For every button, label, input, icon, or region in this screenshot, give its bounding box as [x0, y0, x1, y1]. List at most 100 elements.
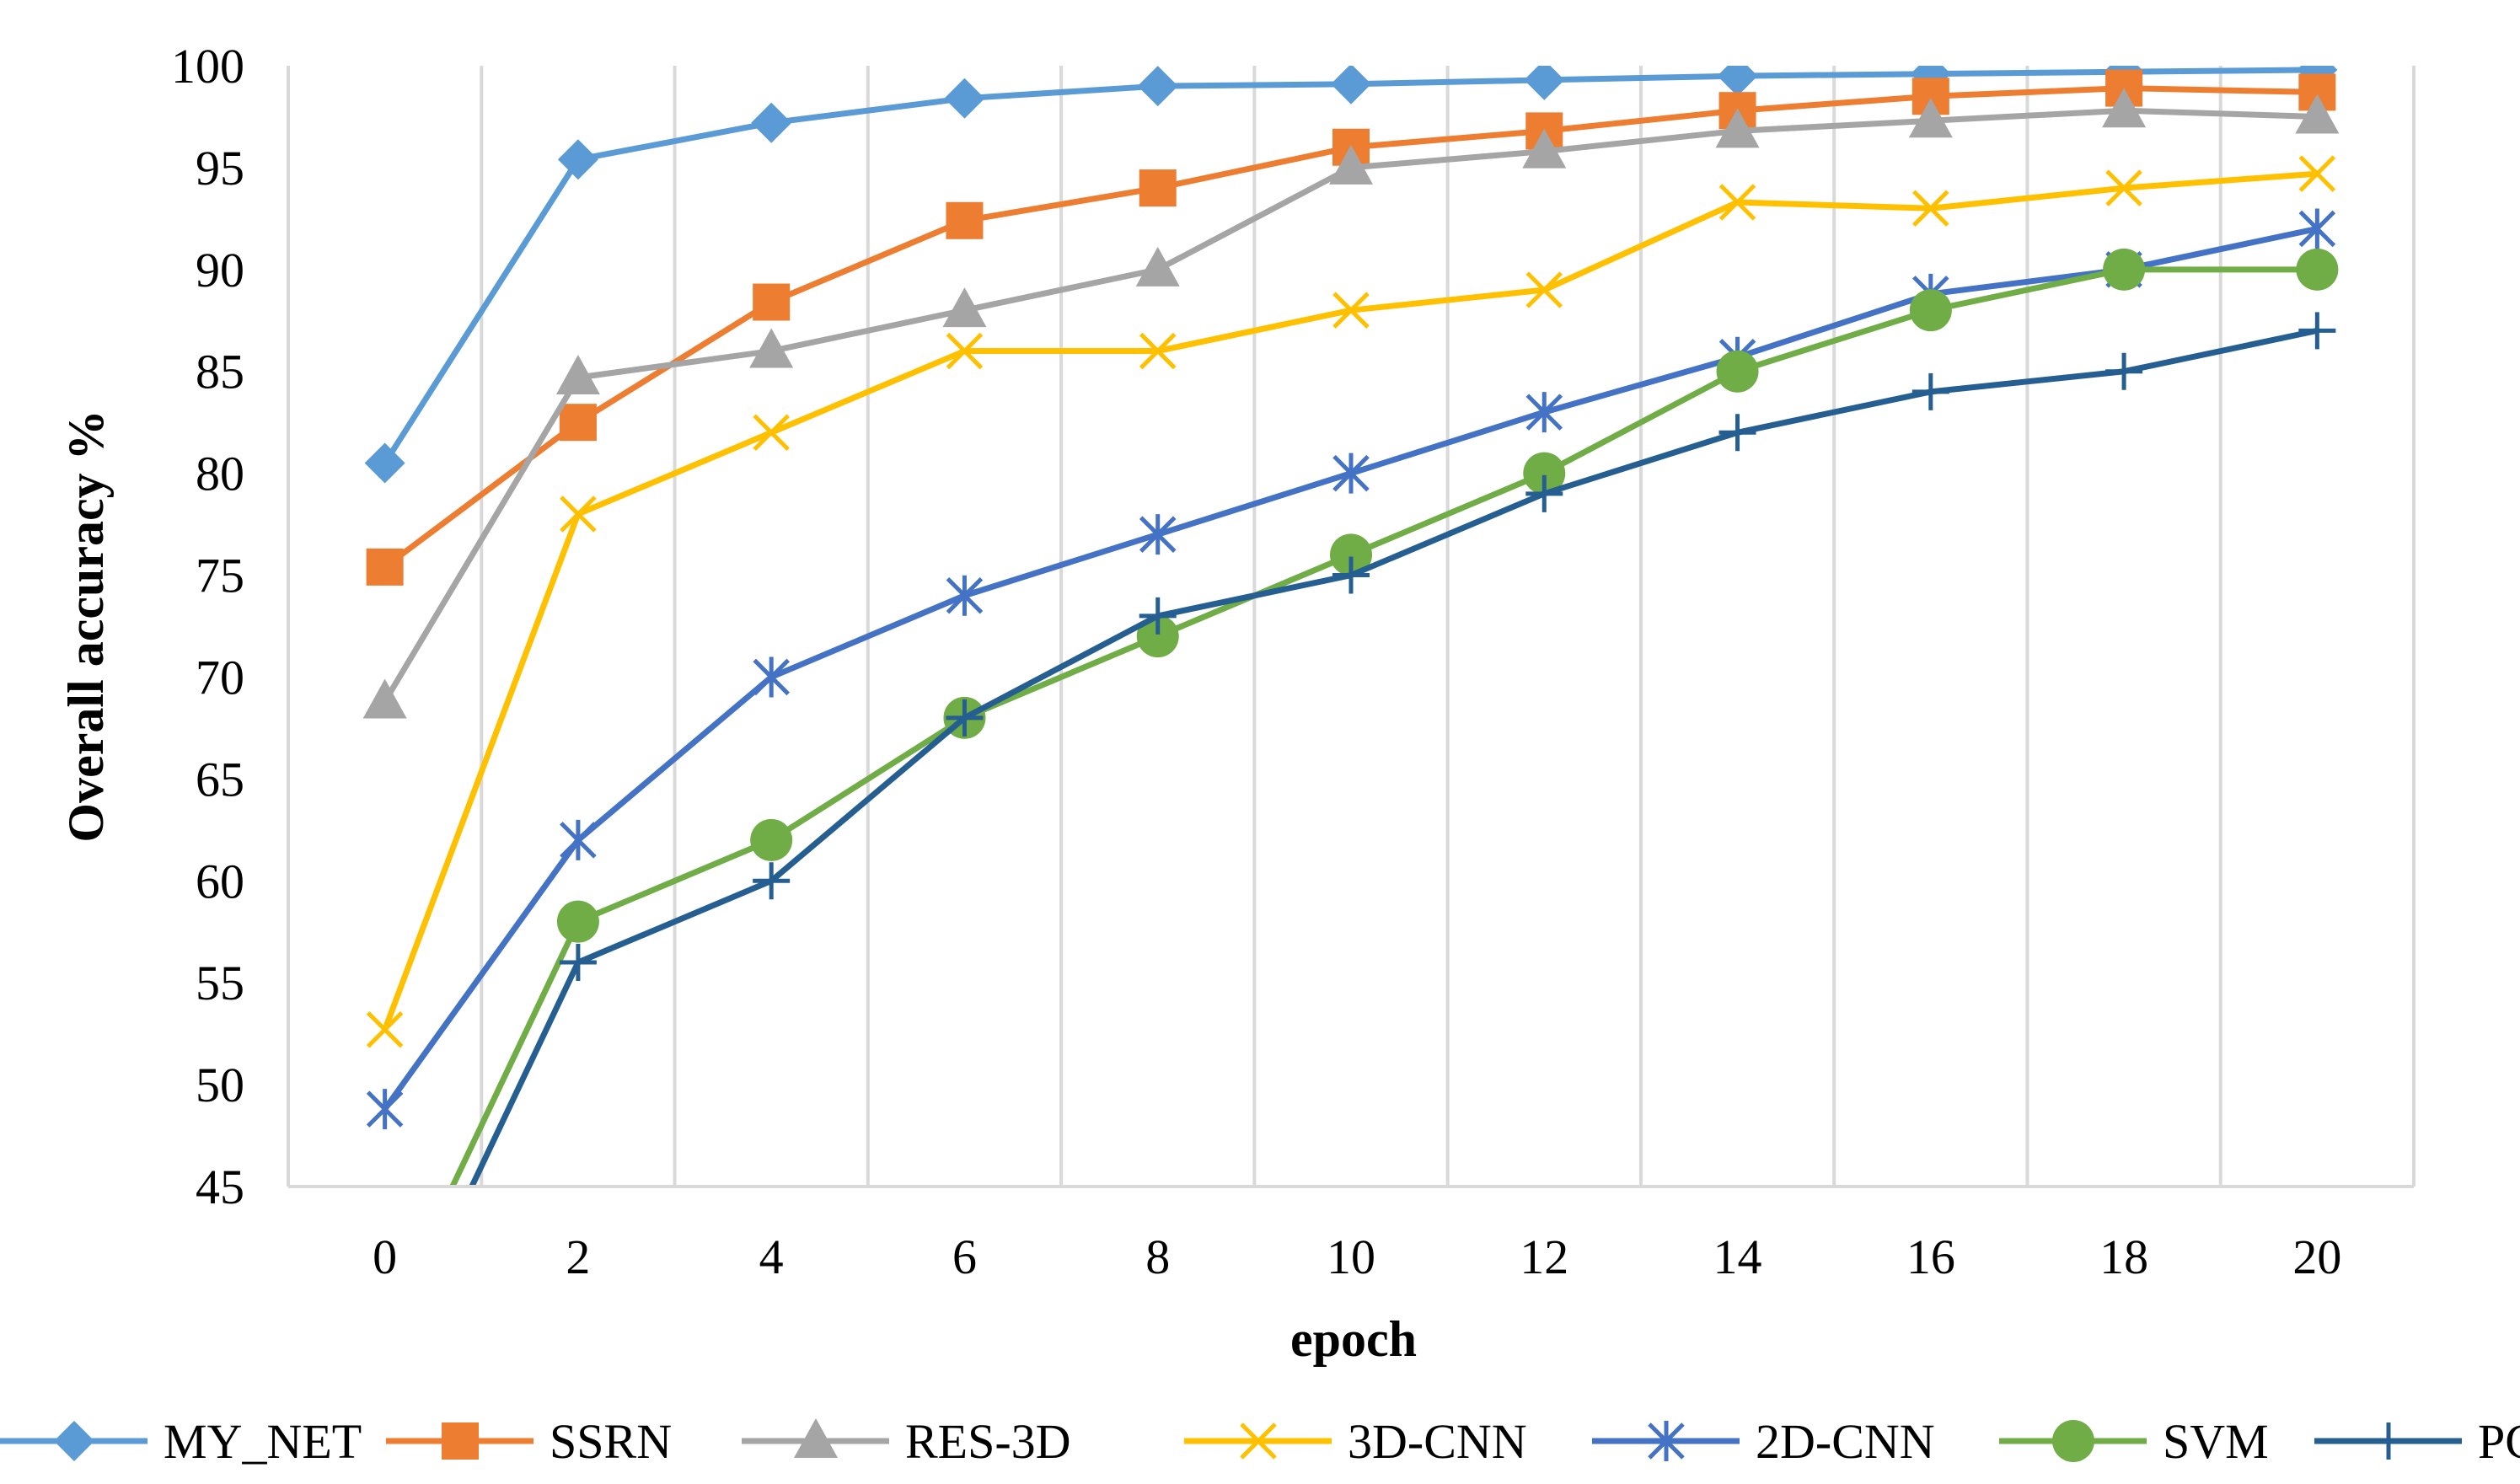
- data-point-3d-cnn: [1332, 292, 1370, 329]
- data-point-ssrn: [559, 404, 597, 442]
- series-group: [362, 66, 2340, 1187]
- data-point-my-net: [1331, 66, 1371, 104]
- data-point-3d-cnn: [1139, 332, 1177, 370]
- legend-label: 3D-CNN: [1348, 1414, 1527, 1469]
- legend: MY_NET SSRN RES-3D 3D-CNN 2D-CNN SVM PCA: [0, 1414, 2520, 1469]
- data-point-res-3d: [1522, 128, 1567, 169]
- data-point-res-3d: [555, 354, 600, 394]
- data-point-res-3d: [362, 678, 407, 719]
- legend-item-2d-cnn: 2D-CNN: [1592, 1414, 1935, 1469]
- data-point-2d-cnn: [753, 656, 790, 698]
- data-point-3d-cnn: [1525, 271, 1563, 308]
- data-point-res-3d: [1715, 108, 1760, 148]
- data-point-svm: [1716, 350, 1759, 393]
- data-point-my-net: [751, 102, 792, 143]
- data-point-pca: [753, 862, 791, 900]
- data-point-2d-cnn: [2298, 208, 2336, 249]
- legend-label: 2D-CNN: [1756, 1414, 1935, 1469]
- data-point-svm: [1136, 615, 1179, 658]
- x-tick-label: 16: [1906, 1230, 1955, 1284]
- data-point-my-net: [557, 139, 598, 180]
- y-tick-label: 85: [196, 345, 244, 399]
- data-point-res-3d: [1908, 98, 1953, 138]
- data-point-pca: [946, 699, 984, 737]
- data-point-pca: [1332, 556, 1370, 594]
- y-tick-label: 80: [196, 447, 244, 501]
- data-point-my-net: [1524, 66, 1565, 100]
- data-point-3d-cnn: [2105, 169, 2142, 206]
- data-point-res-3d: [942, 287, 987, 328]
- data-point-3d-cnn: [946, 332, 984, 370]
- legend-item-3d-cnn: 3D-CNN: [1184, 1414, 1527, 1469]
- y-axis-ticks: 45 50 55 60 65 70 75 80 85 90 95 100: [171, 39, 244, 1214]
- data-point-ssrn: [753, 283, 791, 321]
- data-point-ssrn: [946, 201, 984, 239]
- y-tick-label: 70: [196, 650, 244, 704]
- data-point-res-3d: [2295, 94, 2340, 134]
- legend-marker-x: [1240, 1422, 1277, 1460]
- data-point-my-net: [364, 442, 405, 484]
- legend-marker-triangle: [794, 1418, 838, 1458]
- y-tick-label: 95: [196, 141, 244, 196]
- x-tick-label: 10: [1327, 1230, 1375, 1284]
- x-axis-title: epoch: [1290, 1311, 1417, 1367]
- y-tick-label: 75: [196, 549, 244, 603]
- data-point-res-3d: [1329, 144, 1373, 185]
- x-axis-ticks: 0 2 4 6 8 10 12 14 16 18 20: [373, 1230, 2341, 1284]
- x-tick-label: 2: [566, 1230, 590, 1284]
- y-axis-title: Overall accuracy %: [58, 410, 114, 842]
- series-2d-cnn: [366, 208, 2336, 1130]
- data-point-svm: [556, 900, 599, 943]
- x-tick-label: 4: [759, 1230, 784, 1284]
- data-point-pca: [1718, 414, 1756, 452]
- data-point-3d-cnn: [366, 1011, 404, 1048]
- y-tick-label: 45: [196, 1160, 244, 1214]
- data-point-pca: [559, 944, 597, 981]
- y-tick-label: 90: [196, 243, 244, 297]
- legend-label: SVM: [2163, 1414, 2269, 1469]
- series-pca: [468, 312, 2336, 1187]
- data-point-pca: [2105, 352, 2143, 390]
- series-3d-cnn: [366, 155, 2336, 1048]
- data-point-2d-cnn: [366, 1089, 404, 1130]
- data-point-3d-cnn: [753, 414, 790, 452]
- legend-marker-star: [1648, 1421, 1685, 1461]
- data-point-svm: [1330, 533, 1372, 576]
- y-tick-label: 65: [196, 752, 244, 806]
- data-point-3d-cnn: [2298, 155, 2336, 192]
- grid-lines: [287, 66, 2415, 1187]
- data-point-3d-cnn: [1718, 184, 1756, 221]
- data-point-ssrn: [366, 548, 404, 586]
- data-point-svm: [750, 818, 793, 861]
- legend-marker-plus: [2370, 1422, 2407, 1460]
- legend-item-my-net: MY_NET: [0, 1414, 362, 1469]
- x-tick-label: 0: [373, 1230, 397, 1284]
- data-point-2d-cnn: [1139, 514, 1177, 555]
- x-tick-label: 8: [1145, 1230, 1170, 1284]
- data-point-res-3d: [749, 328, 794, 368]
- legend-marker-diamond: [54, 1421, 94, 1461]
- x-tick-label: 12: [1520, 1230, 1568, 1284]
- y-tick-label: 50: [196, 1058, 244, 1112]
- data-point-3d-cnn: [560, 496, 597, 533]
- x-tick-label: 18: [2099, 1230, 2148, 1284]
- legend-marker-square: [442, 1422, 479, 1460]
- data-point-3d-cnn: [1912, 190, 1949, 228]
- data-point-pca: [1139, 597, 1177, 635]
- data-point-svm: [2296, 248, 2339, 291]
- series-res-3d: [362, 88, 2340, 719]
- data-point-2d-cnn: [1525, 392, 1563, 433]
- legend-item-svm: SVM: [1999, 1414, 2269, 1469]
- data-point-my-net: [944, 78, 985, 119]
- data-point-svm: [2103, 248, 2146, 291]
- y-tick-label: 60: [196, 854, 244, 908]
- data-point-res-3d: [2102, 88, 2147, 128]
- data-point-svm: [1523, 452, 1566, 495]
- legend-label: PCA: [2478, 1414, 2520, 1469]
- data-point-2d-cnn: [946, 575, 984, 616]
- data-point-svm: [1909, 289, 1952, 332]
- legend-marker-circle: [2052, 1420, 2094, 1462]
- data-point-pca: [1911, 372, 1949, 410]
- y-tick-label: 100: [171, 39, 244, 94]
